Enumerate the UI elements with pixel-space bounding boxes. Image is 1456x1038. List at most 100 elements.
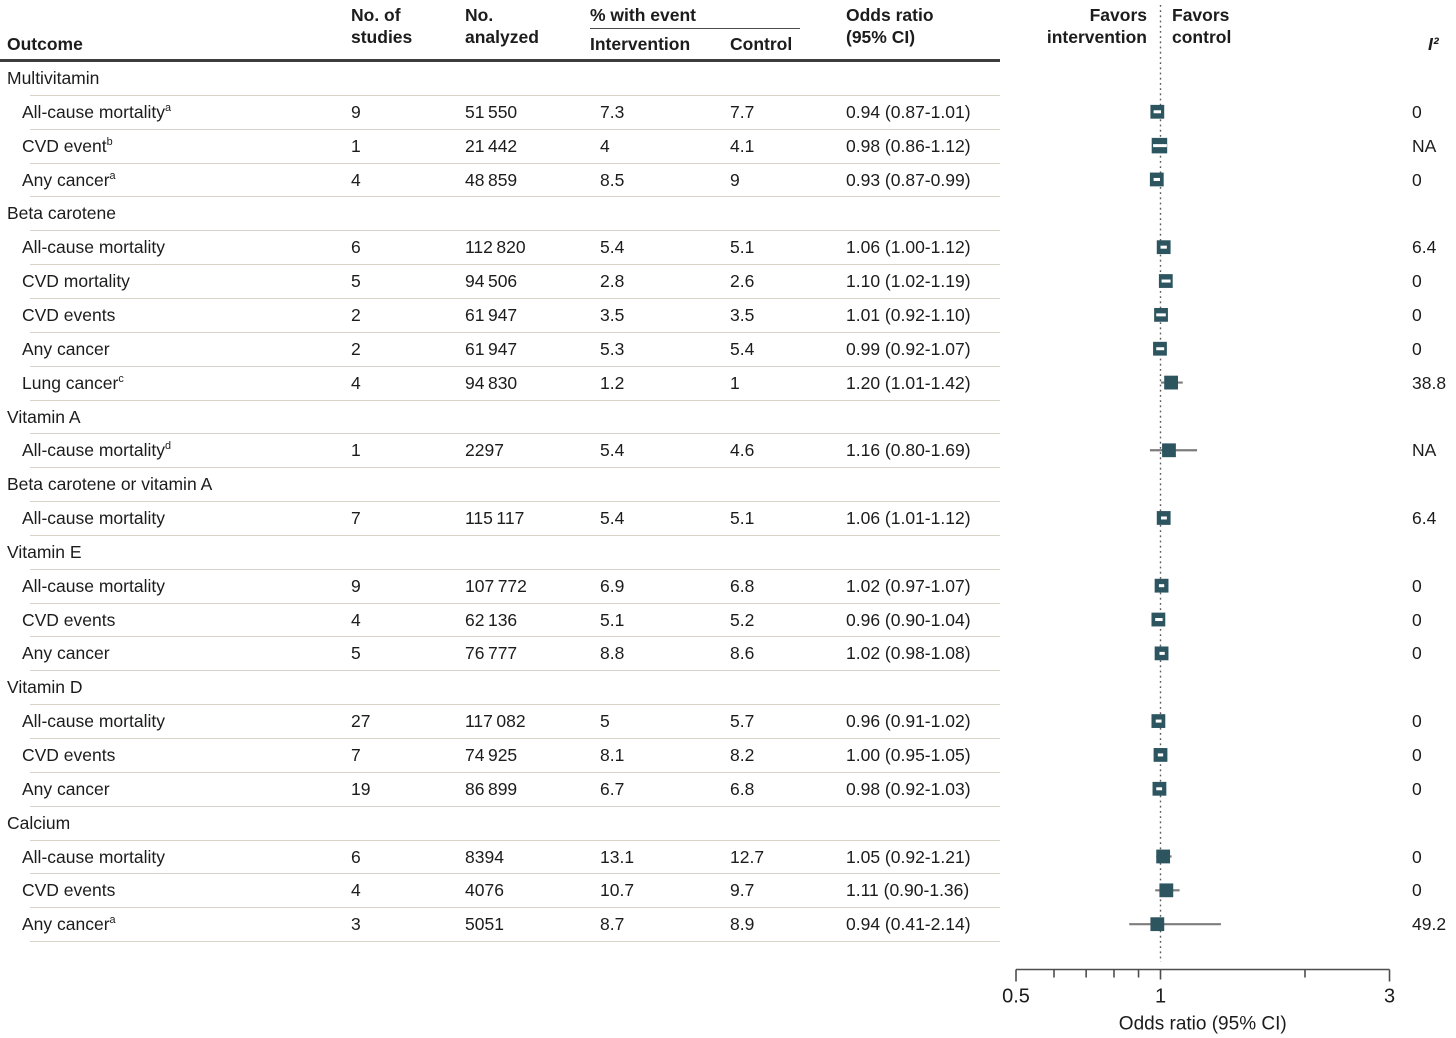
x-axis-tick-label: 1: [1155, 986, 1166, 1008]
no-analyzed-value: 86 899: [465, 778, 518, 799]
table-row: All-cause mortality 9 107 772 6.9 6.8 1.02 (0…: [0, 569, 1000, 603]
row-separator: [30, 873, 1000, 875]
table-row: Any cancer 5 76 777 8.8 8.6 1.02 (0.98-1.08): [0, 636, 1000, 670]
row-separator: [30, 839, 1000, 841]
no-of-studies-value: 7: [351, 745, 361, 765]
outcome-label: All-cause mortality: [22, 575, 165, 596]
row-separator: [30, 128, 1000, 130]
row-separator: [30, 704, 1000, 706]
outcome-label: All-cause mortality: [22, 711, 165, 732]
row-separator: [30, 534, 1000, 536]
odds-ratio-value: 1.02 (0.97-1.07): [846, 575, 971, 596]
i-squared-value: NA: [1412, 135, 1437, 156]
control-pct-value: 3.5: [730, 304, 755, 325]
odds-ratio-marker: [1150, 917, 1165, 932]
no-of-studies-value: 7: [351, 508, 361, 529]
intervention-pct-value: 6.7: [600, 778, 625, 799]
row-separator: [30, 162, 1000, 164]
i-squared-value: 0: [1412, 778, 1422, 799]
no-analyzed-value: 94 830: [465, 372, 518, 393]
control-pct-value: 8.6: [730, 643, 755, 664]
no-analyzed-value: 74 925: [465, 745, 518, 765]
row-separator: [30, 297, 1000, 299]
no-analyzed-value: 61 947: [465, 338, 518, 359]
intervention-pct-value: 2.8: [600, 271, 625, 292]
outcome-label: Any cancer: [22, 778, 110, 799]
control-pct-value: 8.9: [730, 914, 755, 935]
i-squared-value: 0: [1412, 271, 1422, 292]
row-separator: [30, 670, 1000, 672]
odds-ratio-marker: [1164, 375, 1178, 390]
no-analyzed-value: 61 947: [465, 304, 518, 325]
control-pct-value: 9.7: [730, 880, 755, 901]
table-row: Any cancera 3 5051 8.7 8.9 0.94 (0.41-2.14): [0, 907, 1000, 941]
table-row: CVD events 2 61 947 3.5 3.5 1.01 (0.92-1.10): [0, 298, 1000, 332]
i-squared-value: 0: [1412, 101, 1422, 122]
row-separator: [30, 805, 1000, 807]
no-of-studies-value: 9: [351, 101, 361, 122]
confidence-interval-inner-dash: [1155, 618, 1163, 622]
x-axis-tick-label: 3: [1384, 986, 1395, 1008]
table-row: All-cause mortality 27 117 082 5 5.7 0.96 (0.…: [0, 704, 1000, 738]
i-squared-value: 0: [1412, 643, 1422, 664]
section-row: Multivitamin: [0, 61, 1000, 95]
row-separator: [30, 568, 1000, 570]
no-of-studies-value: 4: [351, 609, 361, 630]
no-analyzed-value: 51 550: [465, 101, 518, 122]
outcome-label: CVD events: [22, 609, 116, 630]
i-squared-value: 0: [1412, 711, 1422, 732]
odds-ratio-value: 1.05 (0.92-1.21): [846, 846, 971, 867]
odds-ratio-value: 0.96 (0.90-1.04): [846, 609, 971, 630]
odds-ratio-value: 1.16 (0.80-1.69): [846, 440, 971, 461]
table-row: Any cancer 19 86 899 6.7 6.8 0.98 (0.92-1.03): [0, 772, 1000, 806]
x-axis-tick-label: 0.5: [1002, 986, 1030, 1008]
no-analyzed-value: 8394: [465, 846, 504, 867]
odds-ratio-value: 0.96 (0.91-1.02): [846, 711, 971, 732]
no-of-studies-value: 4: [351, 169, 361, 190]
i-squared-value: 0: [1412, 169, 1422, 190]
odds-ratio-value: 0.98 (0.86-1.12): [846, 135, 971, 156]
outcome-label: All-cause mortalityd: [22, 440, 171, 461]
no-analyzed-value: 4076: [465, 880, 504, 901]
i-squared-value: 0: [1412, 575, 1422, 596]
confidence-interval-inner-dash: [1156, 347, 1165, 351]
confidence-interval-inner-dash: [1155, 719, 1162, 723]
column-header-pct-with-event: % with event: [590, 5, 696, 25]
intervention-pct-value: 10.7: [600, 880, 635, 901]
outcome-label: Any cancer: [22, 338, 110, 359]
odds-ratio-value: 1.10 (1.02-1.19): [846, 271, 971, 292]
row-separator: [30, 196, 1000, 198]
section-label: Vitamin A: [7, 406, 81, 427]
section-label: Beta carotene or vitamin A: [7, 474, 213, 495]
no-analyzed-value: 117 082: [465, 711, 526, 732]
control-pct-value: 9: [730, 169, 740, 190]
i-squared-value: 0: [1412, 609, 1422, 630]
row-separator: [30, 331, 1000, 333]
section-row: Vitamin D: [0, 670, 1000, 704]
row-separator: [30, 602, 1000, 604]
control-pct-value: 12.7: [730, 846, 765, 867]
table-row: All-cause mortalitya 9 51 550 7.3 7.7 0.94 (0…: [0, 95, 1000, 129]
odds-ratio-value: 1.01 (0.92-1.10): [846, 304, 971, 325]
intervention-pct-value: 4: [600, 135, 610, 156]
odds-ratio-value: 1.00 (0.95-1.05): [846, 745, 971, 765]
intervention-pct-value: 13.1: [600, 846, 635, 867]
no-analyzed-value: 21 442: [465, 135, 518, 156]
outcome-label: CVD events: [22, 304, 116, 325]
table-row: CVD events 4 4076 10.7 9.7 1.11 (0.90-1.36): [0, 873, 1000, 907]
no-analyzed-value: 2297: [465, 440, 504, 461]
outcome-label: All-cause mortality: [22, 846, 165, 867]
no-of-studies-value: 2: [351, 338, 361, 359]
header-rule: [0, 59, 1000, 62]
odds-ratio-marker: [1159, 883, 1174, 898]
control-pct-value: 8.2: [730, 745, 755, 765]
outcome-label: All-cause mortality: [22, 237, 165, 258]
intervention-pct-value: 5.1: [600, 609, 625, 630]
section-label: Multivitamin: [7, 68, 100, 88]
no-analyzed-value: 48 859: [465, 169, 518, 190]
i-squared-value: 0: [1412, 880, 1422, 901]
section-row: Vitamin E: [0, 535, 1000, 569]
outcome-label: Any cancer: [22, 643, 110, 664]
odds-ratio-value: 0.93 (0.87-0.99): [846, 169, 971, 190]
